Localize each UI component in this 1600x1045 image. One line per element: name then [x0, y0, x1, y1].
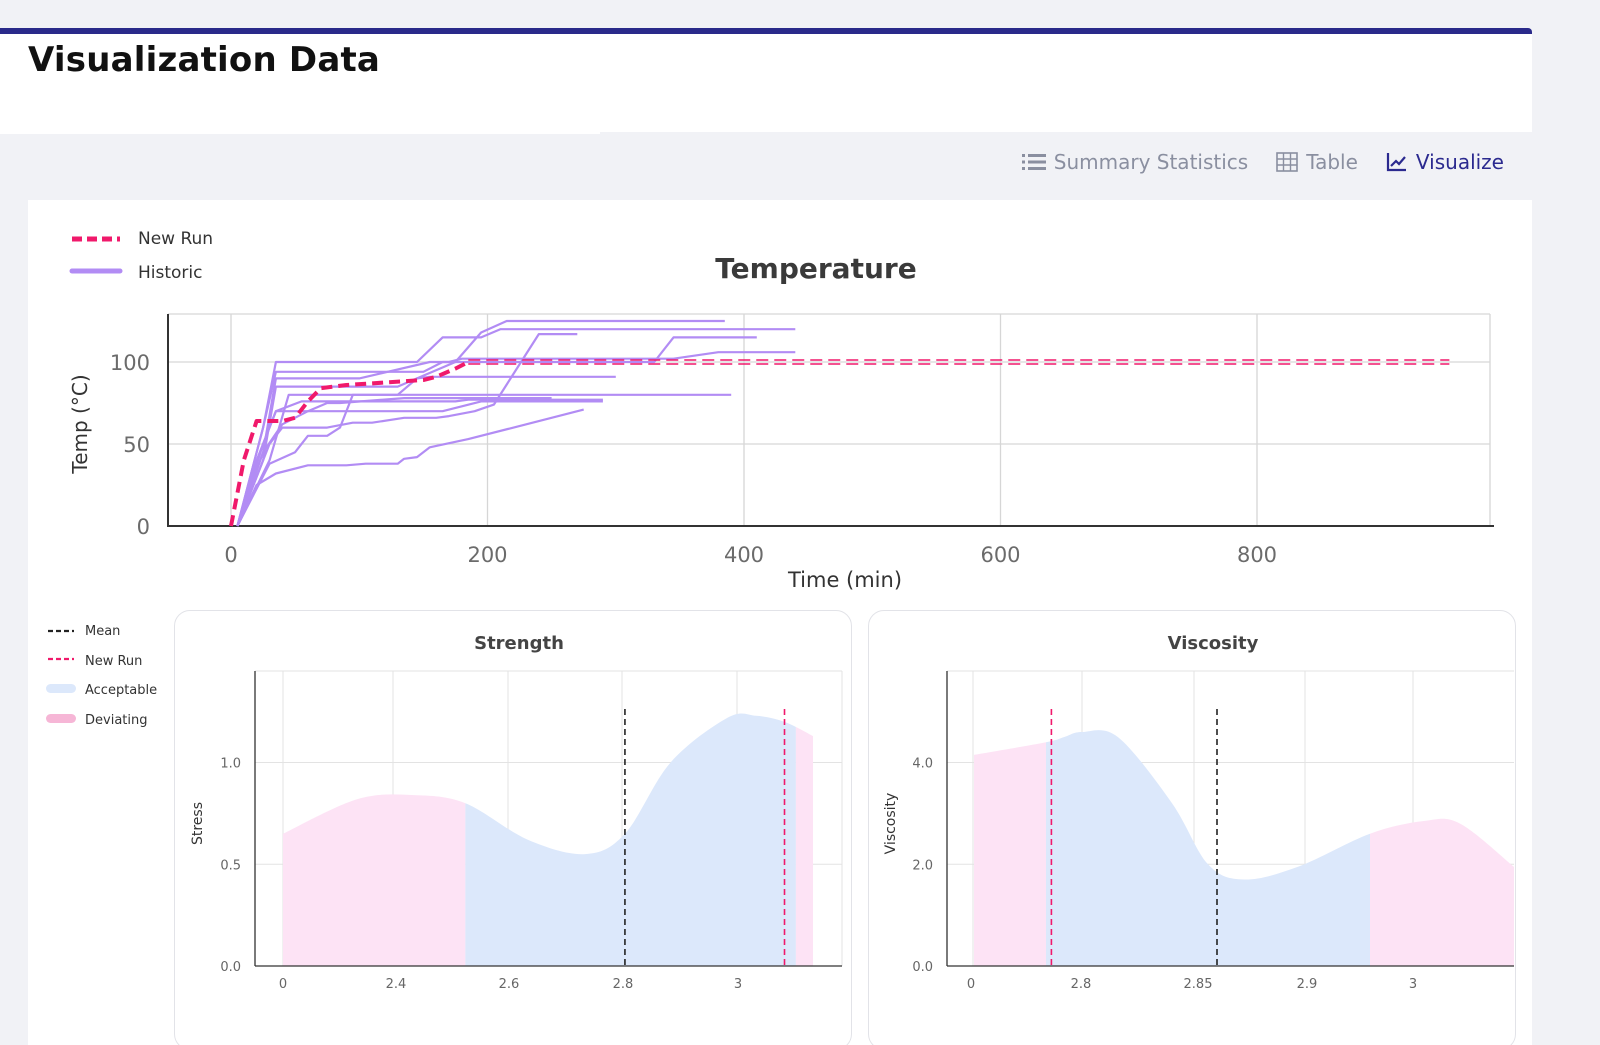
temperature-xtick-label: 0	[224, 543, 237, 567]
strength-title: Strength	[474, 633, 564, 654]
historic-run-line	[236, 393, 732, 527]
strength-xtick-label: 0	[279, 977, 287, 992]
tab-visualize-label: Visualize	[1415, 150, 1504, 174]
temperature-ytick-label: 0	[137, 515, 150, 539]
strength-ytick-label: 1.0	[220, 757, 241, 772]
temperature-ytick-label: 50	[123, 433, 150, 457]
temperature-xtick-label: 400	[724, 543, 764, 567]
tab-table-label: Table	[1306, 150, 1358, 174]
viscosity-acceptable-area	[1046, 730, 1370, 966]
historic-run-line	[236, 319, 725, 527]
historic-run-line	[236, 408, 584, 527]
legend-acceptable-swatch	[46, 684, 76, 693]
strength-ytick-label: 0.5	[220, 858, 241, 873]
legend-new-run-label: New Run	[138, 229, 213, 249]
historic-run-line	[236, 328, 796, 527]
page-title: Visualization Data	[28, 40, 381, 80]
historic-run-line	[236, 333, 578, 527]
viscosity-xtick-label: 2.85	[1184, 977, 1213, 992]
legend-deviating-label: Deviating	[85, 713, 147, 728]
historic-run-line	[236, 397, 552, 527]
viscosity-title: Viscosity	[1168, 633, 1259, 654]
temperature-xtick-label: 800	[1237, 543, 1277, 567]
viscosity-xtick-label: 2.9	[1297, 977, 1318, 992]
strength-xtick-label: 2.4	[386, 977, 407, 992]
temperature-title: Temperature	[715, 252, 916, 285]
viscosity-xtick-label: 2.8	[1071, 977, 1092, 992]
line-chart-icon	[1386, 153, 1406, 172]
viscosity-xtick-label: 0	[967, 977, 975, 992]
header	[0, 34, 1532, 132]
temperature-ytick-label: 100	[110, 351, 150, 375]
strength-deviating-area-left	[283, 794, 466, 966]
strength-ytick-label: 0.0	[220, 960, 241, 975]
tab-table[interactable]: Table	[1276, 150, 1358, 174]
new-run-line	[229, 360, 470, 527]
legend-mean-label: Mean	[85, 624, 120, 639]
tab-summary-statistics-label: Summary Statistics	[1053, 150, 1249, 174]
viscosity-deviating-area-right	[1370, 818, 1514, 966]
legend-acceptable-label: Acceptable	[85, 683, 157, 698]
strength-xtick-label: 2.8	[613, 977, 634, 992]
strength-xtick-label: 3	[734, 977, 742, 992]
legend-deviating-swatch	[46, 714, 76, 723]
viscosity-y-axis-label: Viscosity	[883, 793, 899, 855]
strength-xtick-label: 2.6	[499, 977, 520, 992]
temperature-xtick-label: 600	[980, 543, 1020, 567]
viscosity-ytick-label: 0.0	[912, 960, 933, 975]
view-tabs: Summary Statistics Table Visualize	[1021, 150, 1504, 174]
historic-run-line	[236, 351, 796, 527]
tab-summary-statistics[interactable]: Summary Statistics	[1021, 150, 1249, 174]
temperature-xtick-label: 200	[467, 543, 507, 567]
header-divider	[0, 132, 600, 134]
list-icon	[1021, 154, 1046, 170]
strength-acceptable-area	[465, 713, 796, 966]
viscosity-deviating-area-left	[974, 742, 1046, 966]
viscosity-ytick-label: 4.0	[912, 757, 933, 772]
viscosity-xtick-label: 3	[1409, 977, 1417, 992]
historic-run-line	[236, 398, 603, 527]
tab-visualize[interactable]: Visualize	[1386, 150, 1504, 174]
table-icon	[1276, 152, 1299, 172]
legend-historic-label: Historic	[138, 263, 203, 283]
strength-deviating-area-right	[795, 726, 813, 966]
viscosity-ytick-label: 2.0	[912, 858, 933, 873]
temperature-x-axis-label: Time (min)	[787, 568, 902, 592]
strength-y-axis-label: Stress	[190, 802, 206, 845]
legend-new-run-dist-label: New Run	[85, 654, 142, 669]
header-accent-bar	[0, 28, 1532, 34]
temperature-y-axis-label: Temp (°C)	[68, 374, 92, 474]
